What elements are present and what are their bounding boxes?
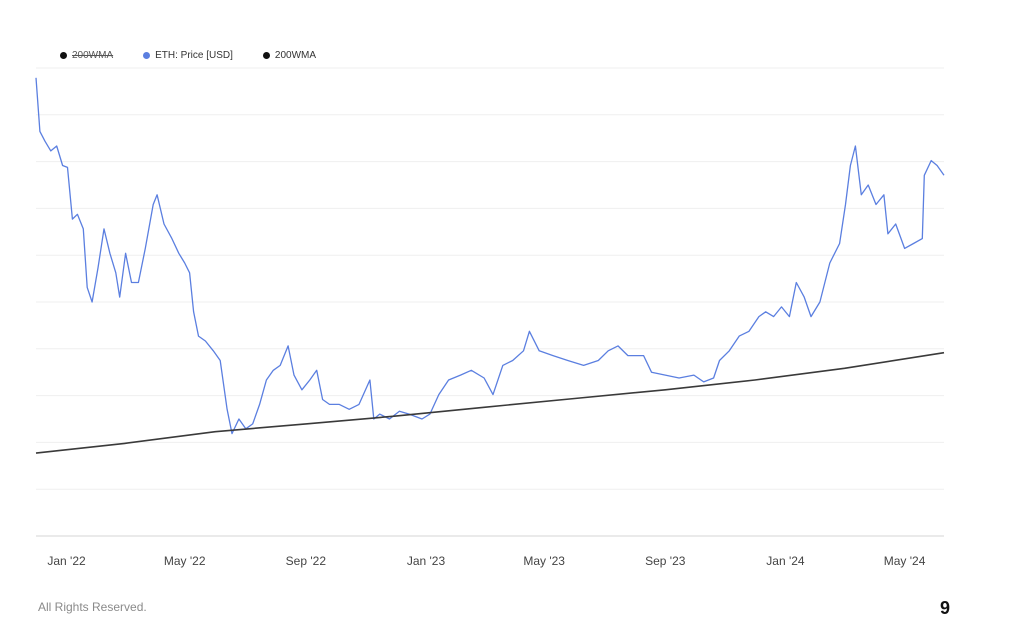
legend-dot-icon <box>60 52 67 59</box>
corner-logo-mark: 9 <box>940 598 951 618</box>
chart-legend: 200WMA ETH: Price [USD] 200WMA <box>60 50 316 61</box>
legend-label: ETH: Price [USD] <box>155 50 233 61</box>
series-line-200wma <box>35 351 945 454</box>
x-tick-label: Sep '22 <box>286 554 327 568</box>
legend-dot-icon <box>262 52 270 59</box>
x-tick-label: Jan '24 <box>766 554 805 568</box>
x-tick-label: Jan '22 <box>47 554 86 568</box>
legend-item-eth-price[interactable]: ETH: Price [USD] <box>143 50 233 61</box>
legend-label: 200WMA <box>72 50 114 61</box>
footer-copyright: All Rights Reserved. <box>38 600 147 614</box>
x-tick-label: Jan '23 <box>407 554 446 568</box>
legend-item-200wma[interactable]: 200WMA <box>262 50 317 61</box>
x-tick-label: May '23 <box>523 554 565 568</box>
legend-item-200wma-hidden[interactable]: 200WMA <box>60 50 113 61</box>
series-line-eth-price <box>35 77 945 435</box>
legend-label: 200WMA <box>274 50 317 61</box>
legend-dot-icon <box>143 52 151 59</box>
x-tick-label: Sep '23 <box>645 554 686 568</box>
x-tick-label: May '22 <box>164 554 206 568</box>
x-tick-label: May '24 <box>884 554 926 568</box>
